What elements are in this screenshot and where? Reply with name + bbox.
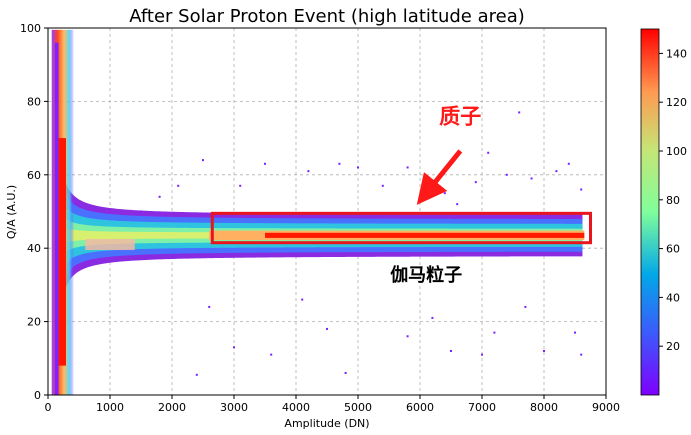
scattered-events <box>140 111 583 376</box>
scatter-event <box>177 184 180 187</box>
scatter-event <box>239 184 242 187</box>
y-tick-label: 40 <box>27 242 41 255</box>
grid-lines <box>48 28 606 395</box>
scatter-event <box>481 353 483 356</box>
proton-highlight-box <box>210 211 593 245</box>
scatter-event <box>406 166 409 169</box>
colorbar-tick-label: 140 <box>666 47 687 60</box>
y-tick-label: 80 <box>27 95 41 108</box>
gamma-label: 伽马粒子 <box>390 264 462 286</box>
colorbar-ticks: 20 40 60 80 100 120 140 <box>659 47 687 353</box>
x-tick-label: 5000 <box>344 401 372 414</box>
scatter-event <box>307 170 310 173</box>
scatter-event <box>344 371 347 374</box>
scatter-event <box>326 327 328 330</box>
heatmap-density <box>51 29 585 396</box>
y-tick-label: 60 <box>27 169 41 182</box>
scatter-event <box>301 298 304 301</box>
x-tick-label: 3000 <box>220 401 248 414</box>
colorbar-tick-label: 60 <box>666 243 680 256</box>
x-tick-label: 6000 <box>406 401 434 414</box>
scatter-event <box>264 162 266 165</box>
y-tick-label: 20 <box>27 316 41 329</box>
x-axis-label: Amplitude (DN) <box>284 417 369 430</box>
scatter-event <box>270 353 273 356</box>
scatter-event <box>450 349 452 352</box>
y-tick-label: 0 <box>34 389 41 402</box>
x-tick-label: 2000 <box>158 401 186 414</box>
y-tick-label: 100 <box>20 22 41 35</box>
spike-edge <box>54 42 59 396</box>
scatter-event <box>555 170 558 173</box>
scatter-event <box>443 192 446 195</box>
scatter-event <box>524 305 527 308</box>
scatter-event <box>202 159 204 162</box>
scatter-event <box>567 162 570 165</box>
x-tick-label: 9000 <box>592 401 620 414</box>
colorbar-tick-label: 100 <box>666 145 687 158</box>
scatter-event <box>381 184 384 187</box>
scatter-event <box>543 349 545 352</box>
scatter-event <box>456 203 459 206</box>
scatter-event <box>580 353 583 356</box>
x-tick-label: 4000 <box>282 401 310 414</box>
y-axis-ticks: 0 20 40 60 80 100 <box>20 22 48 402</box>
y-axis-label: Q/A (A.U.) <box>5 185 18 239</box>
x-tick-label: 1000 <box>96 401 124 414</box>
scatter-event <box>158 195 161 198</box>
gamma-cluster <box>85 239 135 251</box>
scatter-event <box>431 316 434 319</box>
colorbar-tick-label: 120 <box>666 96 687 109</box>
scatter-event <box>233 346 235 349</box>
proton-arrow <box>416 149 463 205</box>
spike-core <box>57 138 66 366</box>
scatter-event <box>338 162 341 165</box>
proton-label: 质子 <box>439 104 481 128</box>
plot-area: 0 1000 2000 3000 4000 5000 6000 7000 8000 9000 0 2… <box>20 22 620 414</box>
chart-title: After Solar Proton Event (high latitude … <box>129 6 525 27</box>
x-tick-label: 7000 <box>468 401 496 414</box>
colorbar: 20 40 60 80 100 120 140 <box>640 28 687 396</box>
scatter-event <box>474 181 477 184</box>
scatter-event <box>530 177 533 180</box>
colorbar-gradient <box>640 28 660 396</box>
scatter-event <box>195 373 198 376</box>
scatter-event <box>580 188 583 191</box>
colorbar-tick-label: 80 <box>666 194 680 207</box>
scatter-event <box>574 331 576 334</box>
scatter-event <box>208 305 211 308</box>
scatter-event <box>357 166 359 169</box>
x-tick-label: 0 <box>45 401 52 414</box>
x-axis-ticks: 0 1000 2000 3000 4000 5000 6000 7000 8000 9000 <box>45 395 620 414</box>
colorbar-tick-label: 20 <box>666 340 680 353</box>
scatter-event <box>493 331 496 334</box>
scatter-event <box>505 173 508 176</box>
proton-band-core <box>265 232 585 238</box>
scatter-event <box>487 151 490 154</box>
plot-frame <box>47 27 607 396</box>
scatter-event <box>140 210 142 213</box>
scatter-event <box>406 335 409 338</box>
colorbar-tick-label: 40 <box>666 291 680 304</box>
x-tick-label: 8000 <box>530 401 558 414</box>
scatter-event <box>518 111 521 114</box>
